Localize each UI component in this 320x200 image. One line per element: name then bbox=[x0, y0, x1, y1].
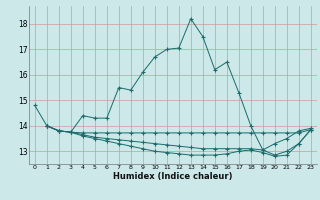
X-axis label: Humidex (Indice chaleur): Humidex (Indice chaleur) bbox=[113, 172, 233, 181]
